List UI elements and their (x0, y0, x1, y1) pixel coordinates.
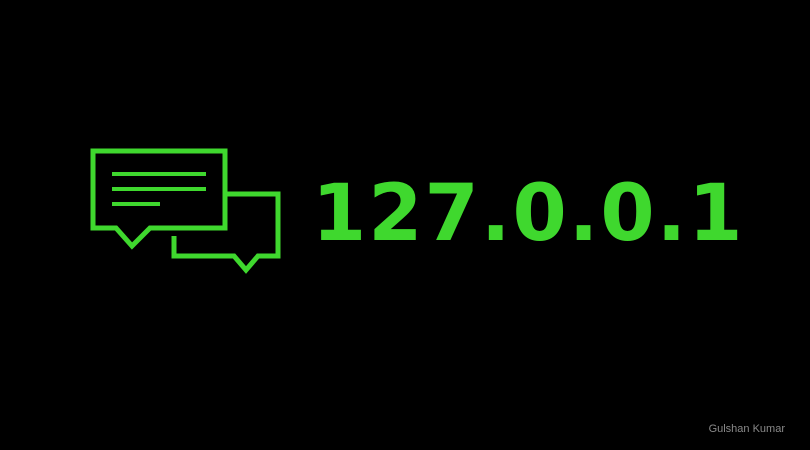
ip-address-heading: 127.0.0.1 (312, 169, 745, 259)
author-credit: Gulshan Kumar (708, 423, 785, 435)
chat-bubbles-icon (90, 148, 281, 274)
